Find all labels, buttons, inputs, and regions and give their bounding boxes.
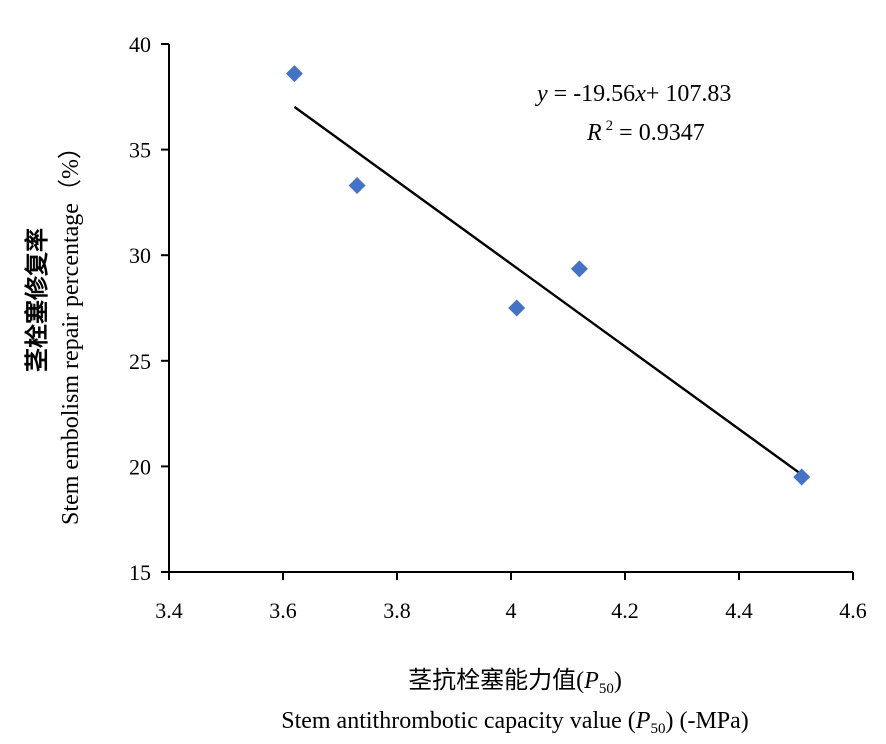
data-point (570, 260, 588, 278)
x-axis-title-en: Stem antithrombotic capacity value (P50)… (281, 708, 749, 737)
trendline (293, 105, 803, 476)
data-point (793, 468, 811, 486)
x-axis-title-cn-paren-open: ( (576, 668, 584, 694)
equation-x-symbol: x (634, 81, 646, 107)
x-axis-title-cn-subscript: 50 (599, 681, 614, 697)
x-tick-label: 3.4 (155, 598, 183, 623)
data-point (285, 65, 303, 83)
y-tick-label: 20 (129, 454, 151, 479)
trendline-group (293, 105, 803, 476)
x-axis-title-cn-text: 茎抗栓塞能力值 (408, 666, 576, 694)
x-axis-title-en-subscript: 50 (650, 721, 665, 737)
r-superscript: 2 (606, 118, 614, 134)
x-tick-label: 4.4 (725, 598, 753, 623)
equation-y-symbol: y (535, 81, 548, 107)
x-axis-title-en-unit: (-MPa) (679, 708, 748, 734)
data-point (348, 177, 366, 195)
x-axis-title-en-text: Stem antithrombotic capacity value (281, 708, 622, 734)
x-axis-title-cn-paren-close: ) (614, 668, 622, 694)
x-tick-label: 4.2 (611, 598, 639, 623)
x-tick-label: 3.6 (269, 598, 297, 623)
y-ticks: 15 20 25 30 35 40 (129, 32, 169, 585)
regression-equation: y = -19.56x+ 107.83 (535, 81, 731, 107)
equation-slope: = -19.56 (548, 81, 636, 107)
x-ticks: 3.4 3.6 3.8 4 4.2 4.4 4.6 (155, 572, 867, 623)
data-points (285, 65, 811, 486)
r-squared-value: = 0.9347 (613, 120, 705, 146)
x-axis-title-cn-symbol: P (583, 668, 599, 694)
y-axis-title-en: Stem embolism repair percentage（%） (58, 135, 84, 525)
x-axis-title-cn: 茎抗栓塞能力值(P50) (408, 666, 622, 697)
y-axis-title-cn: 茎栓塞修复率 (23, 228, 51, 372)
y-tick-label: 40 (129, 32, 151, 57)
x-tick-label: 3.8 (383, 598, 411, 623)
equation-intercept: + 107.83 (646, 81, 732, 107)
x-tick-label: 4 (506, 598, 517, 623)
x-tick-label: 4.6 (839, 598, 867, 623)
y-tick-label: 35 (129, 138, 151, 163)
y-tick-label: 25 (129, 349, 151, 374)
data-point (508, 299, 526, 317)
x-axis-title-en-paren-close: ) (665, 708, 679, 734)
y-tick-label: 30 (129, 243, 151, 268)
y-tick-label: 15 (129, 560, 151, 585)
r-symbol: R (586, 120, 602, 146)
x-axis-title-en-symbol: P (635, 708, 651, 734)
x-axis-title-en-paren-open: ( (622, 708, 636, 734)
